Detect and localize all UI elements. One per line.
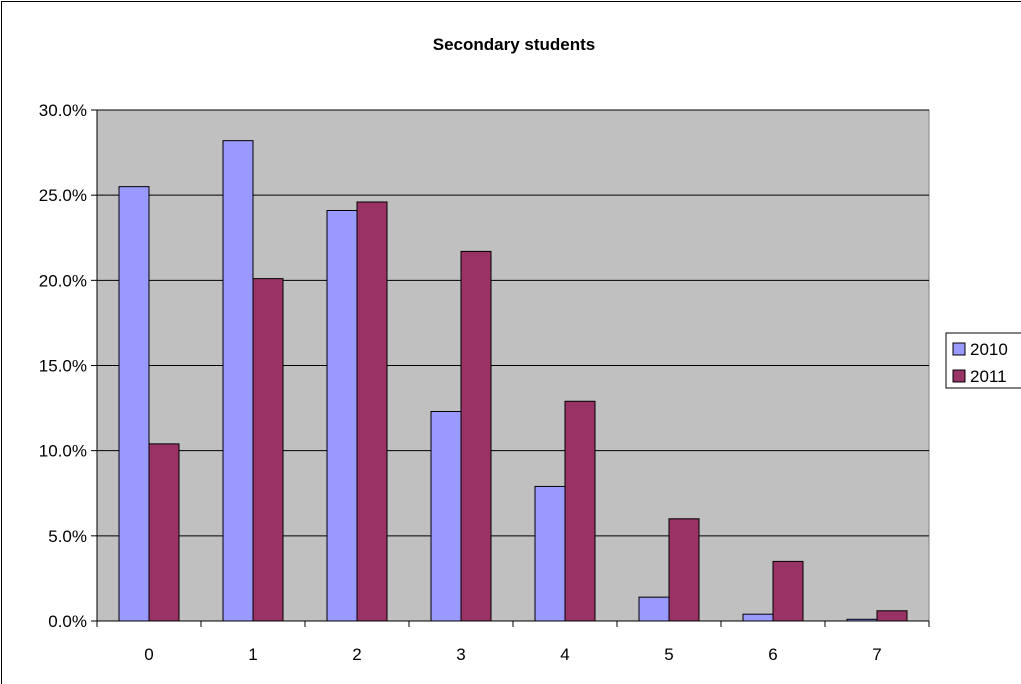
x-tick-label: 6 bbox=[768, 645, 777, 664]
chart-title: Secondary students bbox=[433, 35, 596, 54]
legend-swatch-2010 bbox=[952, 342, 966, 356]
bar-2010-4 bbox=[534, 485, 566, 622]
bar-2011-0 bbox=[148, 443, 180, 622]
x-tick-label: 3 bbox=[456, 645, 465, 664]
bar-2011-2 bbox=[356, 201, 388, 622]
bar-2011-5 bbox=[668, 518, 700, 622]
bar-2011-7 bbox=[876, 610, 908, 622]
legend-swatch-2011 bbox=[952, 369, 966, 383]
x-tick-label: 1 bbox=[248, 645, 257, 664]
x-tick-label: 5 bbox=[664, 645, 673, 664]
x-tick-label: 2 bbox=[352, 645, 361, 664]
axes: 0.0% 5.0% 10.0% 15.0% 20.0% 25.0% 30.0% 0 1 2 3 4 5 6… bbox=[39, 101, 930, 664]
y-tick-label: 20.0% bbox=[39, 271, 87, 290]
bar-2010-1 bbox=[222, 140, 254, 622]
legend: 2010 2011 bbox=[945, 332, 1021, 389]
y-tick-label: 0.0% bbox=[48, 612, 87, 631]
x-tick-label: 7 bbox=[872, 645, 881, 664]
bar-2011-1 bbox=[252, 278, 284, 622]
x-tick-label: 4 bbox=[560, 645, 569, 664]
y-tick-label: 10.0% bbox=[39, 442, 87, 461]
y-tick-label: 30.0% bbox=[39, 101, 87, 120]
y-tick-label: 15.0% bbox=[39, 357, 87, 376]
y-tick-label: 25.0% bbox=[39, 186, 87, 205]
bar-2011-4 bbox=[564, 400, 596, 622]
bar-2010-3 bbox=[430, 410, 462, 622]
bar-2010-2 bbox=[326, 209, 358, 622]
legend-label-2011: 2011 bbox=[970, 367, 1007, 386]
x-tick-label: 0 bbox=[144, 645, 153, 664]
bar-2010-5 bbox=[638, 596, 670, 622]
bar-2010-6 bbox=[742, 613, 774, 622]
bar-2010-0 bbox=[118, 186, 150, 622]
y-tick-label: 5.0% bbox=[48, 527, 87, 546]
bar-2011-3 bbox=[460, 250, 492, 622]
legend-label-2010: 2010 bbox=[970, 340, 1008, 359]
bar-2011-6 bbox=[772, 560, 804, 622]
bars bbox=[118, 140, 908, 622]
